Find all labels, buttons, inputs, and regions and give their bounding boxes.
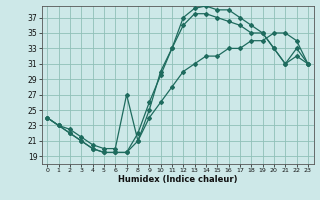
X-axis label: Humidex (Indice chaleur): Humidex (Indice chaleur) (118, 175, 237, 184)
